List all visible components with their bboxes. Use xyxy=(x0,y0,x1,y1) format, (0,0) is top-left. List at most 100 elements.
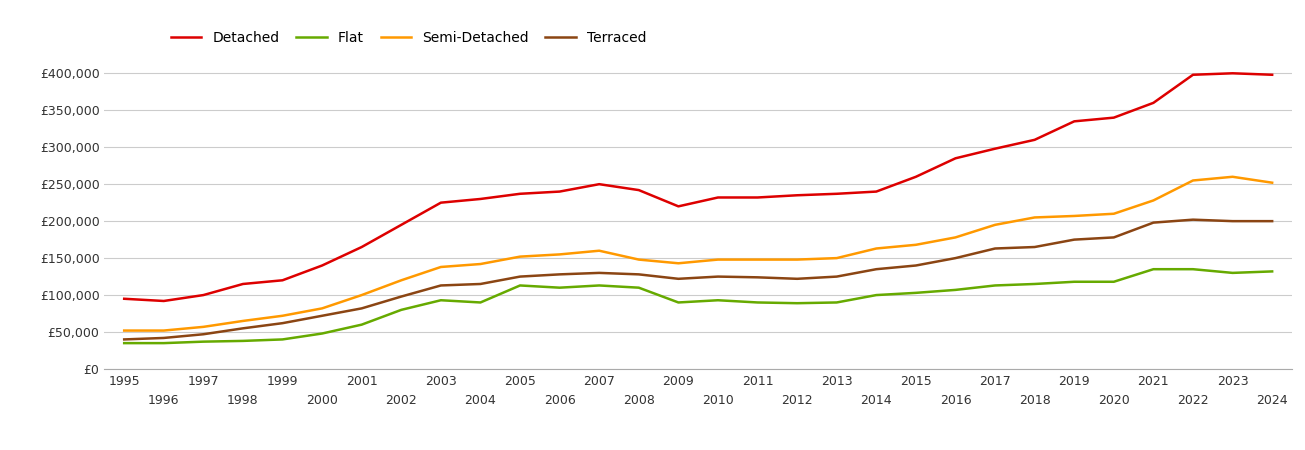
Detached xyxy=(829,191,844,197)
Flat xyxy=(1224,270,1240,275)
Detached xyxy=(710,195,726,200)
Detached xyxy=(354,244,369,250)
Terraced xyxy=(1066,237,1082,242)
Terraced xyxy=(235,326,251,331)
Flat xyxy=(1146,266,1161,272)
Flat xyxy=(196,339,211,344)
Semi-Detached xyxy=(671,261,686,266)
Flat xyxy=(591,283,607,288)
Line: Detached: Detached xyxy=(124,73,1272,301)
Semi-Detached xyxy=(591,248,607,253)
Terraced xyxy=(1224,218,1240,224)
Detached xyxy=(749,195,765,200)
Flat xyxy=(275,337,291,342)
Detached xyxy=(1224,71,1240,76)
Semi-Detached xyxy=(1027,215,1043,220)
Semi-Detached xyxy=(235,318,251,324)
Detached xyxy=(1066,119,1082,124)
Flat xyxy=(1066,279,1082,284)
Semi-Detached xyxy=(749,257,765,262)
Flat xyxy=(671,300,686,305)
Terraced xyxy=(1146,220,1161,225)
Detached xyxy=(393,222,408,228)
Semi-Detached xyxy=(196,324,211,329)
Detached xyxy=(512,191,527,197)
Terraced xyxy=(354,306,369,311)
Terraced xyxy=(1185,217,1201,222)
Detached xyxy=(1265,72,1280,77)
Detached xyxy=(552,189,568,194)
Semi-Detached xyxy=(275,313,291,319)
Terraced xyxy=(275,320,291,326)
Semi-Detached xyxy=(354,292,369,298)
Semi-Detached xyxy=(1066,213,1082,219)
Flat xyxy=(315,331,330,336)
Flat xyxy=(1027,281,1043,287)
Terraced xyxy=(829,274,844,279)
Semi-Detached xyxy=(433,264,449,270)
Terraced xyxy=(868,266,883,272)
Flat xyxy=(749,300,765,305)
Line: Flat: Flat xyxy=(124,269,1272,343)
Flat xyxy=(235,338,251,344)
Detached xyxy=(1027,137,1043,143)
Legend: Detached, Flat, Semi-Detached, Terraced: Detached, Flat, Semi-Detached, Terraced xyxy=(171,32,647,45)
Flat xyxy=(1265,269,1280,274)
Terraced xyxy=(315,313,330,319)
Semi-Detached xyxy=(632,257,647,262)
Flat xyxy=(433,297,449,303)
Terraced xyxy=(710,274,726,279)
Flat xyxy=(632,285,647,290)
Terraced xyxy=(591,270,607,275)
Semi-Detached xyxy=(988,222,1004,228)
Semi-Detached xyxy=(1185,178,1201,183)
Flat xyxy=(868,292,883,298)
Semi-Detached xyxy=(710,257,726,262)
Detached xyxy=(116,296,132,302)
Flat xyxy=(512,283,527,288)
Flat xyxy=(908,290,924,296)
Terraced xyxy=(908,263,924,268)
Terraced xyxy=(1027,244,1043,250)
Detached xyxy=(275,278,291,283)
Flat xyxy=(947,287,963,292)
Terraced xyxy=(433,283,449,288)
Semi-Detached xyxy=(908,242,924,248)
Terraced xyxy=(512,274,527,279)
Line: Semi-Detached: Semi-Detached xyxy=(124,177,1272,331)
Terraced xyxy=(749,274,765,280)
Line: Terraced: Terraced xyxy=(124,220,1272,339)
Semi-Detached xyxy=(315,306,330,311)
Detached xyxy=(196,292,211,298)
Terraced xyxy=(196,332,211,337)
Detached xyxy=(868,189,883,194)
Detached xyxy=(1185,72,1201,77)
Detached xyxy=(472,196,488,202)
Terraced xyxy=(472,281,488,287)
Detached xyxy=(155,298,171,304)
Semi-Detached xyxy=(947,235,963,240)
Detached xyxy=(988,146,1004,151)
Detached xyxy=(671,204,686,209)
Flat xyxy=(988,283,1004,288)
Terraced xyxy=(632,272,647,277)
Semi-Detached xyxy=(393,278,408,283)
Flat xyxy=(116,340,132,346)
Semi-Detached xyxy=(552,252,568,257)
Flat xyxy=(1185,266,1201,272)
Flat xyxy=(710,297,726,303)
Detached xyxy=(790,193,805,198)
Detached xyxy=(235,281,251,287)
Semi-Detached xyxy=(790,257,805,262)
Terraced xyxy=(116,337,132,342)
Flat xyxy=(790,301,805,306)
Terraced xyxy=(1265,218,1280,224)
Flat xyxy=(155,340,171,346)
Flat xyxy=(1105,279,1121,284)
Flat xyxy=(472,300,488,305)
Detached xyxy=(908,174,924,180)
Flat xyxy=(829,300,844,305)
Semi-Detached xyxy=(1265,180,1280,185)
Terraced xyxy=(552,272,568,277)
Flat xyxy=(552,285,568,290)
